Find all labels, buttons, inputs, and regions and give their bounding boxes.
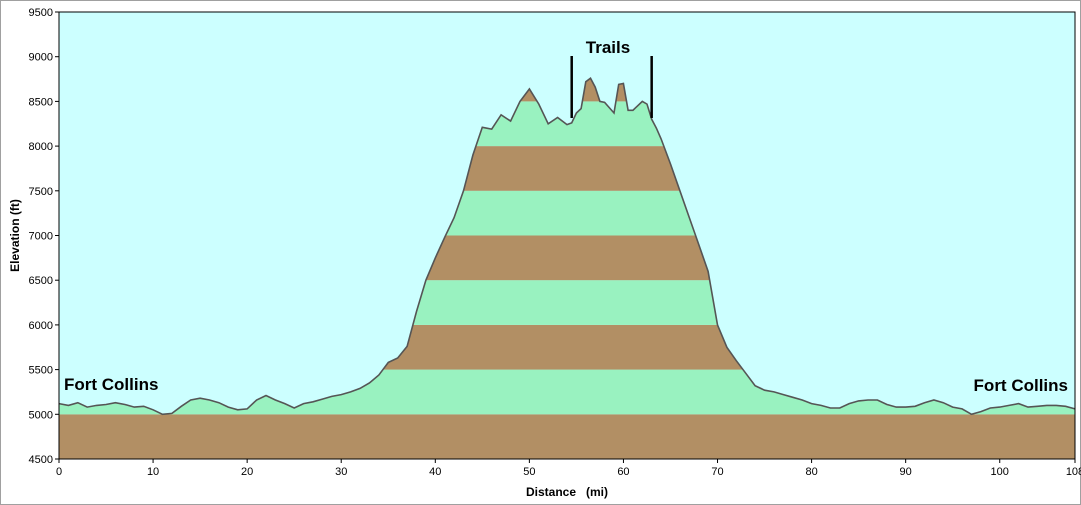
x-tick-label: 50 [523, 466, 535, 478]
profile-line [58, 77, 1076, 416]
y-tick-label: 7000 [29, 231, 53, 243]
x-tick-label: 40 [429, 466, 441, 478]
x-tick-label: 10 [147, 466, 159, 478]
x-tick-label: 80 [805, 466, 817, 478]
x-axis-title: Distance (mi) [526, 485, 608, 499]
y-tick-label: 7500 [29, 186, 53, 198]
x-tick-label: 100 [991, 466, 1009, 478]
x-tick-label: 60 [617, 466, 629, 478]
y-tick-label: 6500 [29, 275, 53, 287]
y-tick-label: 8000 [29, 141, 53, 153]
x-tick-label: 70 [711, 466, 723, 478]
y-tick-label: 5000 [29, 409, 53, 421]
x-tick-label: 90 [900, 466, 912, 478]
annotation-top: Trails [586, 38, 630, 57]
y-tick-label: 8500 [29, 96, 53, 108]
x-tick-label: 108 [1066, 466, 1081, 478]
y-tick-label: 4500 [29, 454, 53, 466]
y-tick-label: 9500 [29, 7, 53, 19]
y-tick-label: 9000 [29, 52, 53, 64]
x-tick-label: 20 [241, 466, 253, 478]
annotation-right: Fort Collins [974, 376, 1068, 395]
x-tick-label: 0 [56, 466, 62, 478]
y-tick-label: 6000 [29, 320, 53, 332]
y-tick-label: 5500 [29, 365, 53, 377]
annotation-left: Fort Collins [64, 375, 158, 394]
elevation-band [59, 414, 1075, 459]
x-tick-label: 30 [335, 466, 347, 478]
y-axis-title: Elevation (ft) [8, 199, 22, 272]
